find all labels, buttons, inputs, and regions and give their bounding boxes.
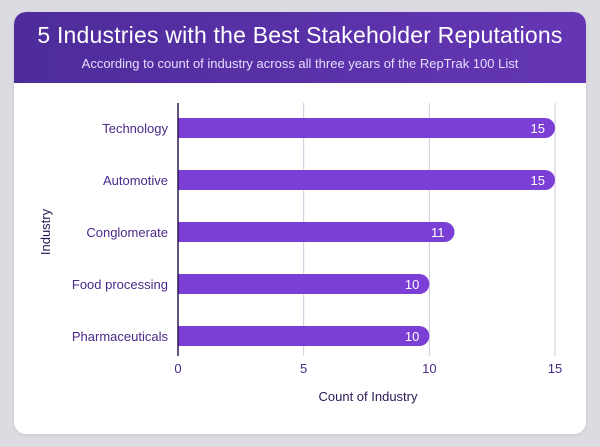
category-label: Pharmaceuticals: [72, 329, 169, 344]
chart-header: 5 Industries with the Best Stakeholder R…: [14, 12, 586, 83]
y-axis-title: Industry: [38, 208, 53, 255]
category-label: Conglomerate: [86, 225, 168, 240]
bar: [178, 274, 430, 294]
x-axis-title: Count of Industry: [319, 389, 418, 404]
data-label: 15: [531, 121, 545, 136]
bar-base: [178, 118, 198, 138]
data-label: 11: [431, 225, 445, 240]
data-label: 10: [405, 329, 419, 344]
chart-subtitle: According to count of industry across al…: [81, 56, 519, 71]
bar-base: [178, 170, 198, 190]
category-label: Food processing: [72, 277, 168, 292]
x-tick-label: 10: [422, 361, 436, 376]
chart-title: 5 Industries with the Best Stakeholder R…: [37, 22, 563, 48]
category-label: Automotive: [103, 173, 168, 188]
category-label: Technology: [102, 121, 168, 136]
x-tick-label: 0: [174, 361, 181, 376]
chart-card: 5 Industries with the Best Stakeholder R…: [14, 12, 586, 434]
data-label: 10: [405, 277, 419, 292]
x-tick-label: 15: [548, 361, 562, 376]
bar: [178, 222, 455, 242]
x-tick-label: 5: [300, 361, 307, 376]
bar-base: [178, 326, 198, 346]
data-label: 15: [531, 173, 545, 188]
bar: [178, 118, 555, 138]
bar: [178, 326, 430, 346]
bar: [178, 170, 555, 190]
bar-base: [178, 274, 198, 294]
bar-base: [178, 222, 198, 242]
